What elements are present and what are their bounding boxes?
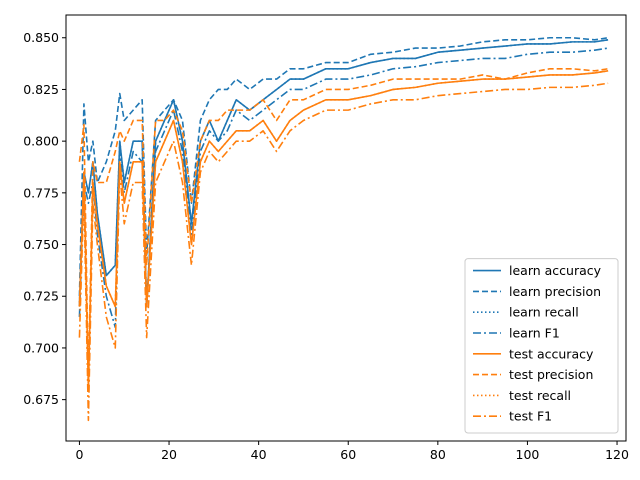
legend-label: learn precision — [509, 284, 601, 299]
y-tick-label: 0.725 — [23, 289, 59, 304]
x-tick-label: 60 — [340, 447, 356, 462]
y-tick-label: 0.700 — [23, 340, 59, 355]
legend-label: test F1 — [509, 409, 552, 424]
x-tick-label: 0 — [75, 447, 83, 462]
legend-label: test recall — [509, 388, 571, 403]
x-axis: 0 20 40 60 80 100 120 — [75, 441, 629, 462]
series-line-learn-F1 — [78, 47, 609, 329]
x-tick-label: 80 — [430, 447, 446, 462]
y-tick-label: 0.775 — [23, 185, 59, 200]
axes-frame — [65, 14, 627, 442]
legend-label: test precision — [509, 367, 593, 382]
y-tick-label: 0.825 — [23, 82, 59, 97]
legend-label: learn accuracy — [509, 263, 602, 278]
y-tick-label: 0.675 — [23, 392, 59, 407]
series-line-learn-recall — [78, 39, 609, 308]
y-tick-label: 0.800 — [23, 134, 59, 149]
legend-box — [464, 258, 619, 434]
x-tick-label: 120 — [605, 447, 629, 462]
legend-label: test accuracy — [509, 346, 594, 361]
series-line-test-F1 — [78, 82, 609, 422]
legend-label: learn F1 — [509, 326, 560, 341]
x-tick-label: 20 — [161, 447, 177, 462]
y-tick-label: 0.750 — [23, 237, 59, 252]
x-tick-label: 100 — [516, 447, 540, 462]
y-tick-label: 0.850 — [23, 30, 59, 45]
series-line-test-precision — [78, 67, 609, 380]
y-axis: 0.675 0.700 0.725 0.750 0.775 0.800 0.825 0.850 — [23, 30, 66, 407]
series-line-learn-precision — [78, 36, 609, 297]
series-line-test-recall — [78, 70, 609, 391]
x-tick-label: 40 — [251, 447, 267, 462]
series-layer — [78, 36, 609, 422]
legend: learn accuracy learn precision learn recal… — [464, 258, 619, 434]
legend-label: learn recall — [509, 305, 579, 320]
